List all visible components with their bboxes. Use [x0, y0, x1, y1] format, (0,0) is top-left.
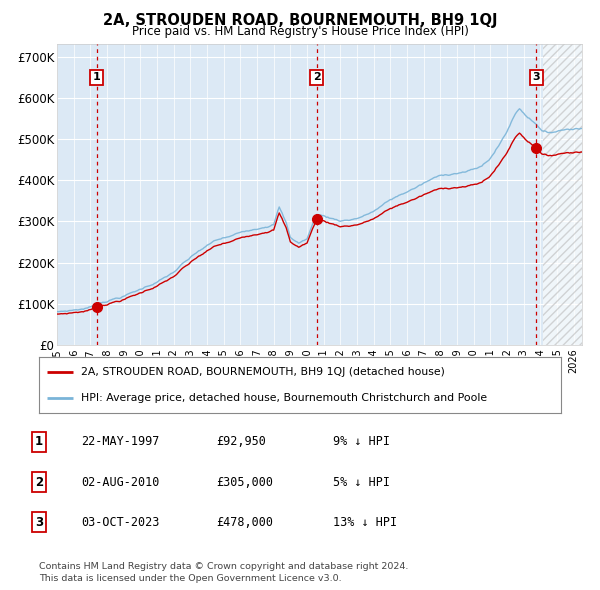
Text: Contains HM Land Registry data © Crown copyright and database right 2024.
This d: Contains HM Land Registry data © Crown c…	[39, 562, 409, 583]
Text: 2A, STROUDEN ROAD, BOURNEMOUTH, BH9 1QJ (detached house): 2A, STROUDEN ROAD, BOURNEMOUTH, BH9 1QJ …	[81, 367, 445, 377]
Text: 3: 3	[532, 73, 540, 83]
Text: 2: 2	[313, 73, 320, 83]
Text: £305,000: £305,000	[216, 476, 273, 489]
Text: 1: 1	[93, 73, 101, 83]
Text: £478,000: £478,000	[216, 516, 273, 529]
Text: £92,950: £92,950	[216, 435, 266, 448]
Text: 3: 3	[35, 516, 43, 529]
Text: HPI: Average price, detached house, Bournemouth Christchurch and Poole: HPI: Average price, detached house, Bour…	[81, 393, 487, 403]
Text: Price paid vs. HM Land Registry's House Price Index (HPI): Price paid vs. HM Land Registry's House …	[131, 25, 469, 38]
Text: 9% ↓ HPI: 9% ↓ HPI	[333, 435, 390, 448]
Text: 13% ↓ HPI: 13% ↓ HPI	[333, 516, 397, 529]
Text: 1: 1	[35, 435, 43, 448]
Text: 02-AUG-2010: 02-AUG-2010	[81, 476, 160, 489]
Text: 2: 2	[35, 476, 43, 489]
Text: 2A, STROUDEN ROAD, BOURNEMOUTH, BH9 1QJ: 2A, STROUDEN ROAD, BOURNEMOUTH, BH9 1QJ	[103, 13, 497, 28]
Text: 03-OCT-2023: 03-OCT-2023	[81, 516, 160, 529]
Bar	[543, 44, 582, 345]
Text: 22-MAY-1997: 22-MAY-1997	[81, 435, 160, 448]
Text: 5% ↓ HPI: 5% ↓ HPI	[333, 476, 390, 489]
